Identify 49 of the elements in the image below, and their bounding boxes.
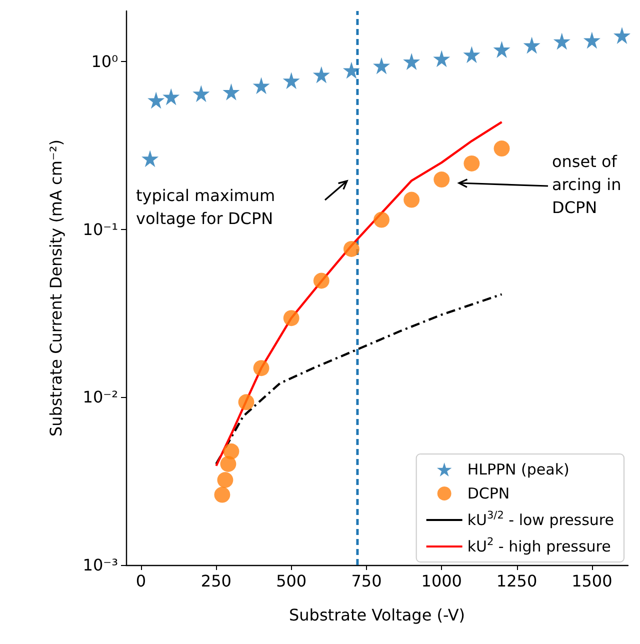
y-tick-label: 10⁻¹ xyxy=(82,220,118,239)
x-tick-label: 0 xyxy=(136,572,146,590)
point xyxy=(463,46,480,64)
point xyxy=(253,360,270,376)
x-tick-label: 1000 xyxy=(421,572,462,590)
point xyxy=(192,85,210,102)
point xyxy=(343,240,360,257)
point xyxy=(433,50,450,68)
point xyxy=(553,32,570,50)
point xyxy=(252,77,270,94)
legend-label: HLPPN (peak) xyxy=(467,460,570,478)
y-axis-title: Substrate Current Density (mA cm⁻²) xyxy=(46,139,66,437)
point xyxy=(313,272,330,289)
legend-label: DCPN xyxy=(467,484,510,502)
point xyxy=(374,212,390,228)
point xyxy=(583,32,600,49)
point xyxy=(434,172,450,188)
x-tick-label: 750 xyxy=(351,572,382,590)
point xyxy=(373,57,390,74)
point xyxy=(283,310,300,326)
point xyxy=(493,40,510,58)
point xyxy=(217,472,234,488)
point xyxy=(223,443,240,460)
point xyxy=(404,192,420,208)
point xyxy=(282,72,300,90)
point xyxy=(214,486,230,503)
y-tick-label: 10⁻³ xyxy=(82,556,118,574)
point xyxy=(142,150,159,168)
point xyxy=(613,26,630,44)
point xyxy=(342,62,360,79)
y-tick-label: 10⁻² xyxy=(82,388,118,407)
point xyxy=(464,155,480,172)
point xyxy=(312,66,330,84)
point xyxy=(162,88,180,106)
x-tick-label: 250 xyxy=(200,572,232,590)
point xyxy=(403,53,420,70)
x-tick-label: 1500 xyxy=(572,572,612,590)
x-tick-label: 1250 xyxy=(496,572,538,590)
point xyxy=(148,92,165,109)
annotation: typical maximum voltage for DCPN xyxy=(136,186,280,228)
y-tick-label: 10⁰ xyxy=(91,52,118,72)
point xyxy=(222,83,240,100)
point xyxy=(238,394,254,410)
point xyxy=(523,36,540,54)
annotation: onset of arcing in DCPN xyxy=(552,152,626,217)
line-series xyxy=(215,293,503,466)
point xyxy=(494,140,510,157)
x-axis-title: Substrate Voltage (-V) xyxy=(288,606,466,624)
x-tick-label: 500 xyxy=(276,572,307,590)
